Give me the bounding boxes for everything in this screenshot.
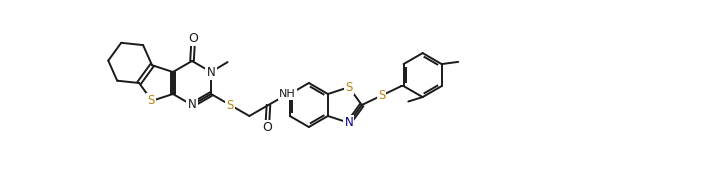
Text: N: N bbox=[344, 116, 354, 129]
Text: N: N bbox=[207, 66, 216, 78]
Text: O: O bbox=[262, 121, 272, 134]
Text: S: S bbox=[378, 89, 386, 102]
Text: N: N bbox=[187, 98, 196, 112]
Text: S: S bbox=[147, 94, 155, 107]
Text: S: S bbox=[345, 81, 353, 94]
Text: O: O bbox=[188, 32, 198, 45]
Text: NH: NH bbox=[280, 89, 296, 99]
Text: S: S bbox=[227, 98, 234, 112]
